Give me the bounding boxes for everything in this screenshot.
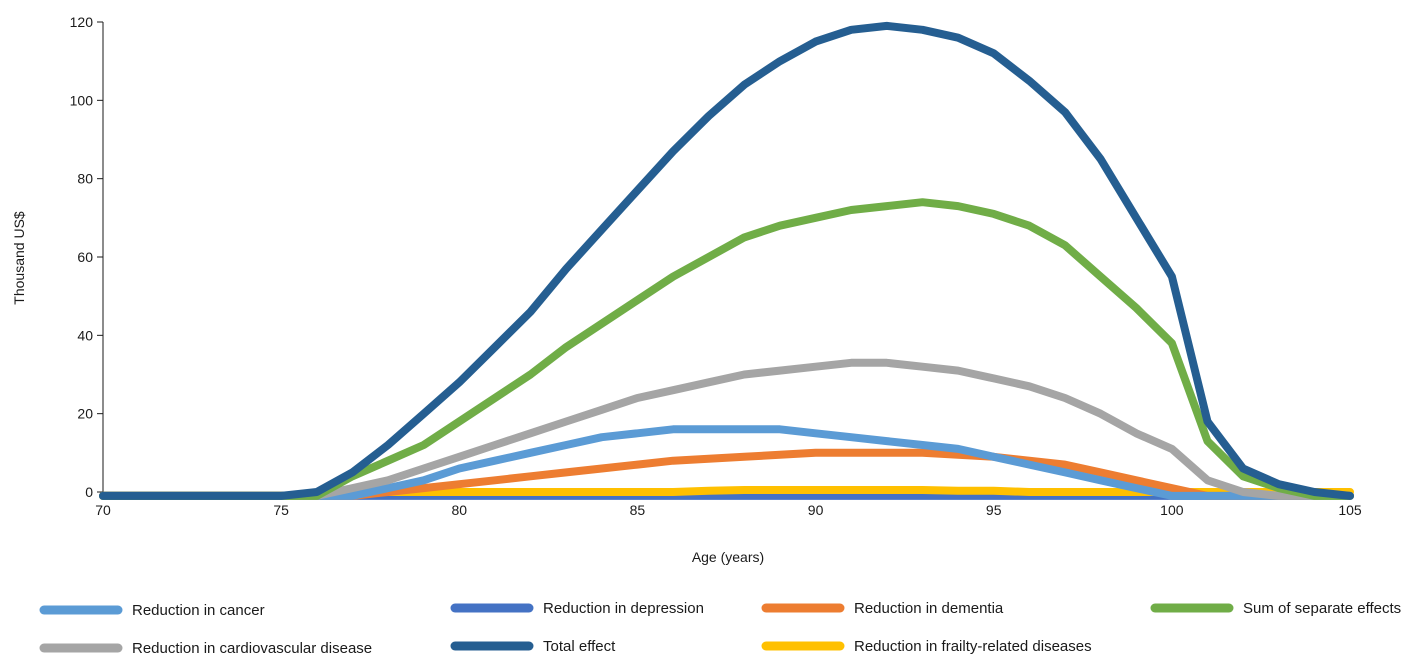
x-tick-label: 70: [95, 502, 111, 518]
x-tick-label: 90: [808, 502, 824, 518]
x-tick-label: 75: [273, 502, 289, 518]
legend-label-reduction-in-dementia: Reduction in dementia: [854, 600, 1004, 617]
y-tick-label: 120: [70, 14, 94, 30]
legend-label-reduction-in-depression: Reduction in depression: [543, 600, 704, 617]
y-axis-title: Thousand US$: [11, 211, 27, 305]
y-tick-label: 20: [77, 406, 93, 422]
y-tick-label: 100: [70, 92, 94, 108]
y-tick-label: 40: [77, 327, 93, 343]
legend-label-reduction-in-frailty-related-diseases: Reduction in frailty-related diseases: [854, 638, 1092, 655]
x-tick-label: 95: [986, 502, 1002, 518]
legend-label-total-effect: Total effect: [543, 638, 616, 655]
x-tick-label: 80: [451, 502, 467, 518]
legend-label-reduction-in-cancer: Reduction in cancer: [132, 602, 265, 619]
y-tick-label: 0: [85, 484, 93, 500]
y-tick-label: 80: [77, 171, 93, 187]
series-line-sum-of-separate-effects: [99, 198, 1354, 500]
x-tick-label: 85: [630, 502, 646, 518]
x-tick-label: 105: [1338, 502, 1362, 518]
y-tick-label: 60: [77, 249, 93, 265]
legend-label-sum-of-separate-effects: Sum of separate effects: [1243, 600, 1401, 617]
legend-label-reduction-in-cardiovascular-disease: Reduction in cardiovascular disease: [132, 640, 372, 655]
legend: Reduction in cancer Reduction in depressi…: [39, 600, 1401, 655]
x-tick-label: 100: [1160, 502, 1184, 518]
series-lines: [99, 21, 1354, 500]
series-line-total-effect: [99, 21, 1354, 500]
x-axis-title: Age (years): [692, 549, 764, 565]
